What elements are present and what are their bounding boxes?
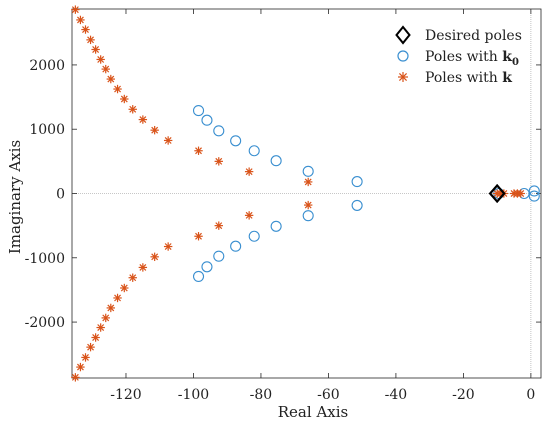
- pole-k: [138, 115, 148, 124]
- pole-k0: [213, 250, 225, 262]
- pole-k0: [192, 105, 205, 117]
- pole-k0: [230, 135, 242, 147]
- x-tick-label: -60: [317, 387, 340, 403]
- desired-pole: [488, 183, 506, 204]
- pole-k: [150, 125, 159, 135]
- pole-k0: [201, 261, 213, 273]
- legend-label-k0-sub: 0: [512, 57, 519, 68]
- pole-k: [244, 211, 254, 220]
- pole-k: [214, 221, 223, 230]
- pole-k: [81, 353, 90, 362]
- plot-area: [71, 8, 542, 379]
- legend-marker-k: [398, 72, 408, 82]
- pole-k: [81, 25, 90, 34]
- pole-k: [76, 362, 85, 372]
- pole-k: [71, 373, 80, 382]
- pole-k0: [528, 190, 540, 202]
- legend-star-mark: [398, 72, 408, 82]
- pole-k: [163, 136, 173, 145]
- pole-k0: [213, 125, 225, 137]
- y-tick-label: 2000: [29, 58, 65, 74]
- legend-label-k0-bold: k: [502, 49, 512, 65]
- pole-k0: [248, 145, 260, 157]
- pole-k: [516, 189, 525, 198]
- pole-k: [214, 157, 223, 166]
- pole-k: [96, 323, 105, 332]
- pole-k: [91, 333, 100, 342]
- pole-k: [138, 263, 148, 272]
- legend-label-k: Poles with k: [425, 70, 512, 86]
- pole-k: [163, 242, 173, 251]
- pole-k: [303, 200, 313, 210]
- legend-label-k-bold: k: [502, 70, 512, 86]
- pole-k: [120, 283, 129, 293]
- pole-k0: [230, 240, 242, 252]
- pole-k: [86, 342, 95, 352]
- pole-k: [101, 313, 110, 323]
- legend-label-k0: Poles with k0: [425, 49, 519, 68]
- pole-k0: [201, 114, 213, 126]
- pole-k0: [192, 270, 205, 282]
- x-tick-label: -100: [178, 387, 209, 403]
- pole-k: [106, 303, 116, 313]
- y-tick-label: 1000: [29, 122, 65, 138]
- pole-k0: [302, 165, 314, 177]
- pole-k: [71, 5, 80, 14]
- pole-k0: [351, 176, 363, 188]
- y-tick-label: -2000: [25, 315, 65, 331]
- legend-label-desired: Desired poles: [425, 28, 522, 44]
- pole-k: [113, 293, 122, 303]
- pole-k: [76, 15, 85, 25]
- pole-k: [194, 232, 203, 241]
- pole-k: [128, 105, 137, 114]
- pole-k: [86, 35, 95, 45]
- pole-k: [120, 94, 129, 104]
- pole-k: [303, 177, 313, 187]
- pole-k0: [302, 210, 314, 222]
- legend-label-k-prefix: Poles with: [425, 70, 502, 86]
- pole-k: [91, 45, 100, 54]
- data-marks: [71, 5, 540, 382]
- pole-k: [101, 64, 110, 74]
- legend-label-k0-prefix: Poles with: [425, 49, 502, 65]
- pole-k: [106, 74, 116, 84]
- x-tick-label: -80: [250, 387, 273, 403]
- pole-k: [96, 55, 105, 64]
- x-tick-label: -120: [110, 387, 141, 403]
- pole-k0: [351, 199, 363, 211]
- pole-k: [244, 167, 254, 176]
- pole-k0: [528, 185, 540, 197]
- pole-k: [128, 273, 137, 282]
- x-tick-label: 0: [526, 387, 535, 403]
- pole-k: [194, 146, 203, 155]
- pole-k: [150, 252, 159, 262]
- legend: Desired poles Poles with k0 Poles with k: [395, 25, 522, 86]
- legend-marker-k0: [397, 50, 409, 62]
- y-tick-label: 0: [56, 187, 65, 203]
- y-tick-label: -1000: [25, 251, 65, 267]
- x-tick-label: -40: [385, 387, 408, 403]
- pole-k0: [270, 220, 282, 232]
- pole-k0: [270, 155, 282, 167]
- x-tick-label: -20: [452, 387, 475, 403]
- pole-k0: [248, 230, 260, 242]
- y-axis-label: Imaginary Axis: [6, 140, 24, 254]
- legend-marker-desired: [395, 25, 411, 45]
- x-axis-label: Real Axis: [278, 403, 348, 421]
- pole-k: [113, 84, 122, 94]
- axes: -120 -100 -80 -60 -40 -20 0 -2000 -1000 0 1000 2000: [25, 9, 541, 403]
